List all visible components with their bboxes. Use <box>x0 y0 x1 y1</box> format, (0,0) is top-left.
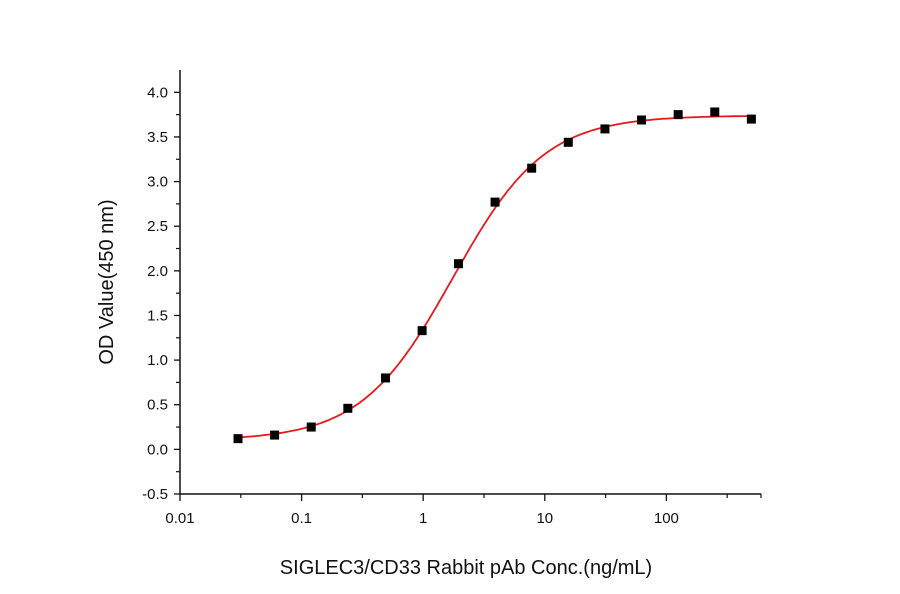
data-point <box>527 163 537 173</box>
data-point <box>600 124 610 134</box>
y-tick-label: 2.0 <box>147 263 168 280</box>
data-point <box>563 137 573 147</box>
data-point <box>746 114 756 124</box>
x-axis-label: SIGLEC3/CD33 Rabbit pAb Conc.(ng/mL) <box>280 557 652 579</box>
data-point <box>710 107 720 117</box>
fit-curve-layer <box>237 115 752 439</box>
tick-labels: -0.5 0.0 0.5 1.0 1.5 2.0 2.5 3.0 3.5 4.0 0.01 0.1 1 1… <box>142 84 679 527</box>
y-tick-label: 3.5 <box>147 129 168 146</box>
fit-curve <box>237 115 752 439</box>
data-point <box>270 430 280 440</box>
data-point <box>673 110 683 120</box>
y-tick-label: -0.5 <box>142 486 168 503</box>
y-tick-label: 2.5 <box>147 218 168 235</box>
y-tick-label: 3.0 <box>147 174 168 191</box>
x-tick-label: 1 <box>419 510 427 527</box>
data-point <box>306 422 316 432</box>
y-tick-label: 4.0 <box>147 84 168 101</box>
x-tick-label: 10 <box>536 510 553 527</box>
axes <box>174 70 762 501</box>
data-point <box>490 197 500 207</box>
y-axis-label: OD Value(450 nm) <box>96 199 118 364</box>
data-point <box>637 115 647 125</box>
y-tick-label: 0.0 <box>147 441 168 458</box>
x-tick-label: 0.01 <box>165 510 194 527</box>
y-tick-label: 0.5 <box>147 397 168 414</box>
x-tick-label: 0.1 <box>291 510 312 527</box>
data-point <box>417 326 427 336</box>
x-tick-label: 100 <box>654 510 679 527</box>
y-tick-label: 1.5 <box>147 307 168 324</box>
data-point <box>233 434 243 444</box>
data-point <box>343 403 353 413</box>
data-point <box>453 259 463 269</box>
data-points <box>233 107 756 444</box>
data-point <box>381 373 391 383</box>
y-tick-label: 1.0 <box>147 352 168 369</box>
